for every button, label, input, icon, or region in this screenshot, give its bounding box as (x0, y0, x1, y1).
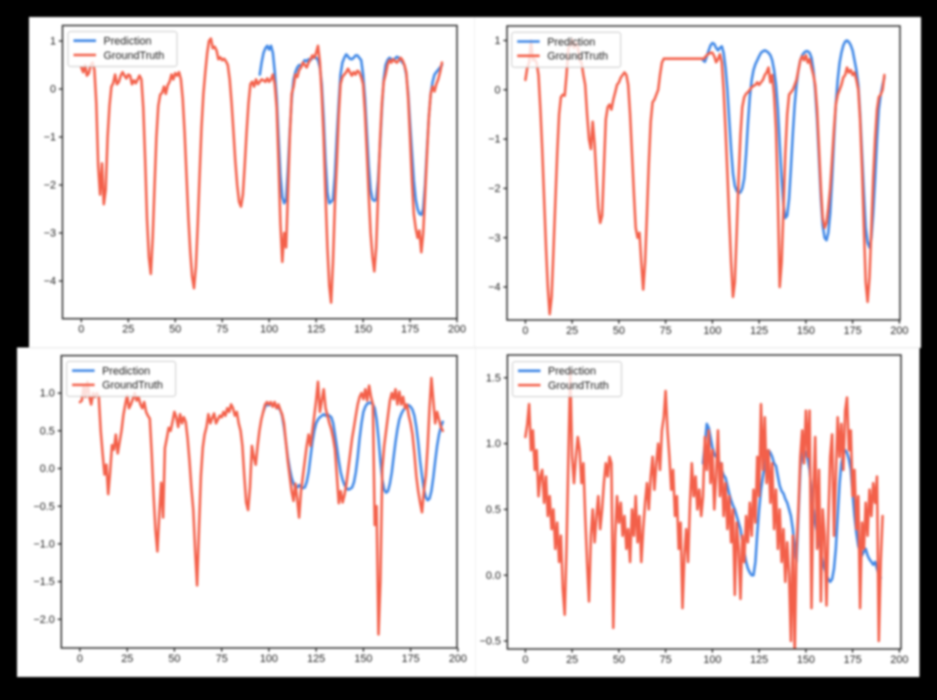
svg-text:100: 100 (703, 654, 721, 666)
svg-text:200: 200 (449, 653, 467, 665)
svg-text:0: 0 (494, 84, 500, 96)
svg-text:−1.5: −1.5 (33, 576, 54, 588)
svg-text:100: 100 (260, 653, 278, 665)
svg-text:75: 75 (660, 325, 672, 337)
svg-text:−1: −1 (44, 132, 56, 144)
svg-text:150: 150 (797, 654, 815, 666)
svg-text:125: 125 (750, 325, 768, 337)
svg-text:200: 200 (890, 325, 908, 337)
svg-text:−3: −3 (44, 228, 56, 240)
svg-text:50: 50 (168, 653, 180, 665)
svg-text:Prediction: Prediction (547, 36, 595, 48)
svg-text:50: 50 (613, 654, 625, 666)
svg-text:−0.5: −0.5 (480, 636, 501, 648)
svg-text:75: 75 (216, 653, 228, 665)
svg-text:Prediction: Prediction (102, 365, 150, 377)
svg-text:1: 1 (50, 36, 56, 48)
svg-text:0.0: 0.0 (40, 463, 55, 475)
svg-text:GroundTruth: GroundTruth (548, 380, 609, 392)
svg-text:125: 125 (750, 654, 768, 666)
svg-text:0: 0 (78, 324, 84, 336)
svg-text:175: 175 (402, 653, 420, 665)
svg-text:25: 25 (566, 325, 578, 337)
svg-text:125: 125 (307, 653, 325, 665)
svg-text:0: 0 (50, 84, 56, 96)
svg-text:GroundTruth: GroundTruth (104, 50, 165, 62)
svg-text:150: 150 (797, 325, 815, 337)
svg-text:25: 25 (121, 653, 133, 665)
svg-text:175: 175 (401, 324, 419, 336)
svg-text:0.0: 0.0 (486, 570, 501, 582)
svg-text:GroundTruth: GroundTruth (547, 51, 608, 63)
svg-text:−1: −1 (488, 134, 500, 146)
svg-text:0: 0 (522, 325, 528, 337)
svg-text:−1.0: −1.0 (33, 539, 54, 551)
svg-text:125: 125 (307, 324, 325, 336)
svg-text:0: 0 (77, 653, 83, 665)
svg-text:1.5: 1.5 (486, 372, 501, 384)
svg-text:75: 75 (216, 324, 228, 336)
svg-text:0.5: 0.5 (486, 504, 501, 516)
svg-text:100: 100 (260, 324, 278, 336)
svg-text:1.0: 1.0 (486, 438, 501, 450)
svg-text:−3: −3 (488, 232, 500, 244)
svg-text:Prediction: Prediction (548, 366, 596, 378)
svg-text:75: 75 (660, 654, 672, 666)
svg-text:50: 50 (169, 324, 181, 336)
svg-text:0.5: 0.5 (40, 425, 55, 437)
svg-text:100: 100 (703, 325, 721, 337)
svg-text:−2: −2 (488, 183, 500, 195)
svg-text:150: 150 (354, 653, 372, 665)
svg-text:GroundTruth: GroundTruth (102, 380, 163, 392)
svg-text:200: 200 (448, 324, 466, 336)
svg-text:175: 175 (844, 654, 862, 666)
svg-text:0: 0 (522, 654, 528, 666)
svg-text:25: 25 (122, 324, 134, 336)
svg-text:−4: −4 (44, 276, 56, 288)
svg-text:50: 50 (613, 325, 625, 337)
svg-text:1.0: 1.0 (40, 388, 55, 400)
svg-text:25: 25 (566, 654, 578, 666)
svg-text:150: 150 (354, 324, 372, 336)
svg-text:200: 200 (890, 654, 908, 666)
svg-text:1: 1 (494, 35, 500, 47)
svg-text:−4: −4 (488, 282, 500, 294)
svg-text:−2: −2 (44, 180, 56, 192)
svg-text:−0.5: −0.5 (33, 501, 54, 513)
svg-text:Prediction: Prediction (104, 36, 152, 48)
svg-text:−2.0: −2.0 (33, 614, 54, 626)
svg-text:175: 175 (844, 325, 862, 337)
